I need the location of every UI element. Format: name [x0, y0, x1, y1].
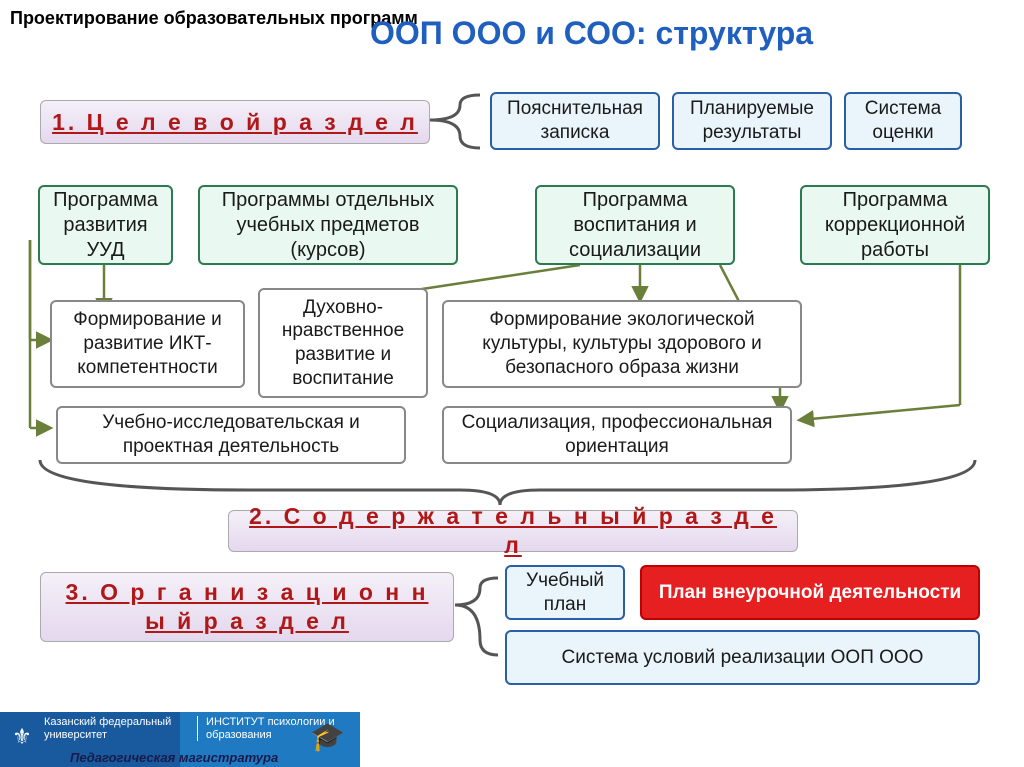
sub-research: Учебно-исследовательская и проектная дея…	[56, 406, 406, 464]
sub-moral: Духовно-нравственное развитие и воспитан…	[258, 288, 428, 398]
sub-eco: Формирование экологической культуры, кул…	[442, 300, 802, 388]
prog-correction: Программа коррекционной работы	[800, 185, 990, 265]
logo-icon: ⚜	[6, 716, 38, 758]
sub-orient: Социализация, профессиональная ориентаци…	[442, 406, 792, 464]
section-3: 3. О р г а н и з а ц и о н н ы й р а з д…	[40, 572, 454, 642]
prog-social: Программа воспитания и социализации	[535, 185, 735, 265]
box-results: Планируемые результаты	[672, 92, 832, 150]
box-explanatory: Пояснительная записка	[490, 92, 660, 150]
section-2: 2. С о д е р ж а т е л ь н ы й р а з д е…	[228, 510, 798, 552]
sub-ikt: Формирование и развитие ИКТ-компетентнос…	[50, 300, 245, 388]
box-extra: План внеурочной деятельности	[640, 565, 980, 620]
footer-uni1: Казанский федеральный университет	[44, 716, 189, 741]
box-assessment: Система оценки	[844, 92, 962, 150]
section-1: 1. Ц е л е в о й р а з д е л	[40, 100, 430, 144]
page-title: ООП ООО и СОО: структура	[370, 15, 813, 52]
box-conditions: Система условий реализации ООП ООО	[505, 630, 980, 685]
page-subtitle: Проектирование образовательных программ	[10, 8, 418, 30]
footer-program: Педагогическая магистратура	[70, 750, 278, 765]
graduation-icon: 🎓	[310, 720, 345, 753]
box-plan: Учебный план	[505, 565, 625, 620]
prog-subjects: Программы отдельных учебных предметов (к…	[198, 185, 458, 265]
prog-uud: Программа развития УУД	[38, 185, 173, 265]
